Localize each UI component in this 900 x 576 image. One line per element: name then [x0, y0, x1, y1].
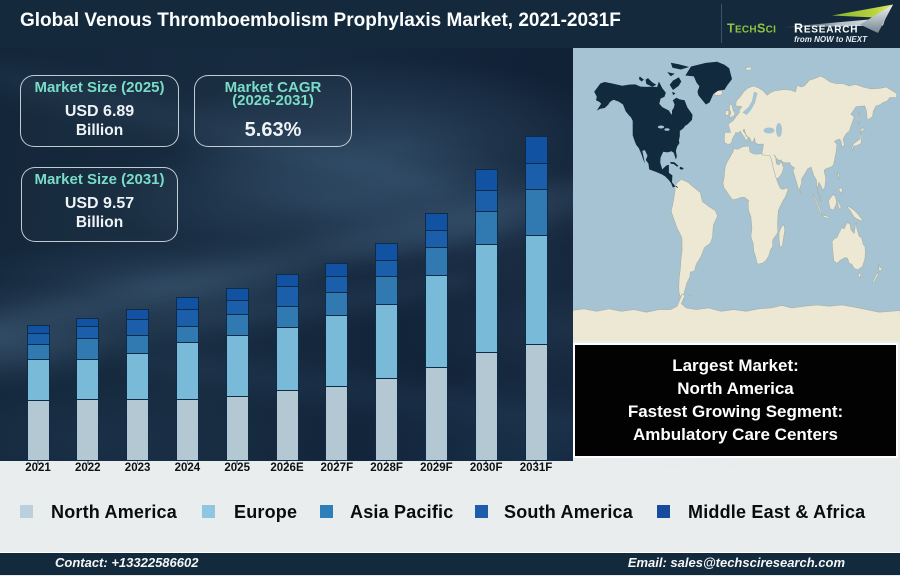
- svg-text:from NOW to NEXT: from NOW to NEXT: [794, 35, 868, 44]
- svg-text:RESEARCH: RESEARCH: [794, 22, 858, 36]
- svg-text:TECHSCI: TECHSCI: [727, 22, 776, 36]
